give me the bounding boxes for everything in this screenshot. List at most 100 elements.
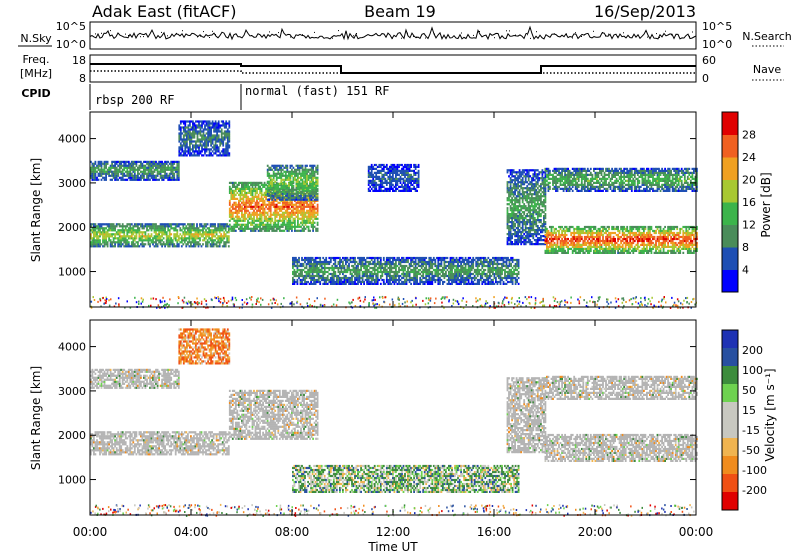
power-cell bbox=[206, 245, 209, 248]
power-cell bbox=[284, 217, 287, 220]
power-cell bbox=[244, 229, 246, 232]
power-cell bbox=[460, 282, 462, 285]
power-cell bbox=[325, 282, 328, 285]
power-cell bbox=[187, 126, 190, 129]
power-cell bbox=[115, 241, 118, 244]
power-cell bbox=[437, 258, 440, 262]
power-cell bbox=[317, 278, 320, 282]
power-cell bbox=[164, 245, 166, 248]
power-cell bbox=[253, 211, 255, 214]
power-cell bbox=[292, 188, 295, 191]
power-cell bbox=[226, 223, 229, 226]
power-cell bbox=[292, 196, 295, 199]
power-cell bbox=[269, 197, 272, 200]
power-cell bbox=[250, 221, 252, 224]
power-cell bbox=[410, 264, 412, 268]
power-cell bbox=[144, 166, 147, 169]
power-cell bbox=[158, 160, 160, 163]
power-cell bbox=[202, 229, 204, 232]
power-cell bbox=[203, 227, 206, 230]
power-cell bbox=[335, 274, 338, 278]
power-cell bbox=[463, 262, 465, 266]
power-cell bbox=[206, 233, 209, 236]
power-cell bbox=[181, 154, 184, 157]
power-cell bbox=[100, 233, 103, 236]
power-cell bbox=[202, 231, 204, 234]
power-cell bbox=[496, 260, 499, 264]
power-cell bbox=[114, 229, 116, 232]
power-cell bbox=[312, 166, 314, 169]
power-cell bbox=[363, 280, 365, 284]
power-cell bbox=[202, 136, 205, 139]
power-cell bbox=[405, 278, 408, 282]
power-cell bbox=[452, 280, 455, 284]
power-cell bbox=[331, 274, 334, 278]
power-cell bbox=[187, 134, 190, 137]
power-cell bbox=[370, 258, 373, 262]
power-cell bbox=[472, 260, 475, 264]
power-cell bbox=[227, 231, 230, 234]
power-cell bbox=[100, 162, 103, 165]
power-cell bbox=[176, 239, 179, 242]
power-cell bbox=[226, 144, 229, 147]
power-cell bbox=[260, 215, 263, 218]
power-cell bbox=[143, 243, 145, 246]
power-cell bbox=[289, 172, 292, 175]
power-cell bbox=[198, 122, 200, 125]
power-cell bbox=[455, 272, 458, 276]
power-cell bbox=[182, 150, 185, 153]
power-cell bbox=[410, 256, 412, 260]
power-cell bbox=[479, 272, 482, 276]
power-cell bbox=[311, 270, 314, 274]
power-cell bbox=[280, 213, 283, 216]
power-cell bbox=[208, 154, 211, 157]
power-cell bbox=[156, 245, 159, 248]
power-cell bbox=[306, 225, 308, 228]
power-cell bbox=[233, 223, 236, 226]
power-cell bbox=[295, 229, 298, 232]
power-cell bbox=[283, 174, 286, 177]
power-cell bbox=[292, 219, 295, 222]
power-cell bbox=[398, 280, 400, 284]
noise-search-point bbox=[200, 35, 201, 37]
power-cell bbox=[340, 258, 343, 262]
power-cell bbox=[504, 282, 506, 285]
power-cell bbox=[211, 124, 214, 127]
power-cell bbox=[123, 231, 126, 234]
power-cell bbox=[165, 160, 168, 163]
power-cell bbox=[423, 280, 426, 284]
power-cell bbox=[178, 126, 181, 129]
power-cell bbox=[263, 217, 266, 220]
power-cell bbox=[177, 223, 180, 226]
power-cell bbox=[208, 132, 211, 135]
power-cell bbox=[253, 187, 255, 190]
power-cell bbox=[211, 142, 214, 145]
power-cell bbox=[96, 245, 98, 248]
power-cell bbox=[217, 223, 220, 226]
power-cell bbox=[408, 270, 411, 274]
power-cell bbox=[472, 272, 475, 276]
power-cell bbox=[162, 168, 165, 171]
power-cell bbox=[408, 264, 411, 268]
power-cell bbox=[414, 264, 417, 268]
power-cell bbox=[407, 266, 409, 270]
power-cell bbox=[182, 237, 185, 240]
power-cell bbox=[208, 138, 211, 141]
power-cell bbox=[153, 227, 156, 230]
power-cell bbox=[253, 227, 255, 230]
power-cell bbox=[304, 219, 307, 222]
power-cell bbox=[109, 233, 112, 236]
power-cell bbox=[202, 144, 205, 147]
power-cell bbox=[112, 160, 115, 163]
power-cell bbox=[355, 274, 358, 278]
power-cell bbox=[257, 213, 260, 216]
power-cell bbox=[144, 172, 147, 175]
power-cell bbox=[90, 176, 92, 179]
power-cell bbox=[205, 144, 208, 147]
power-cell bbox=[387, 262, 390, 266]
power-cell bbox=[147, 176, 150, 179]
power-cell bbox=[209, 225, 212, 228]
power-cell bbox=[135, 245, 138, 248]
power-cell bbox=[378, 270, 381, 274]
power-cell bbox=[297, 215, 299, 218]
